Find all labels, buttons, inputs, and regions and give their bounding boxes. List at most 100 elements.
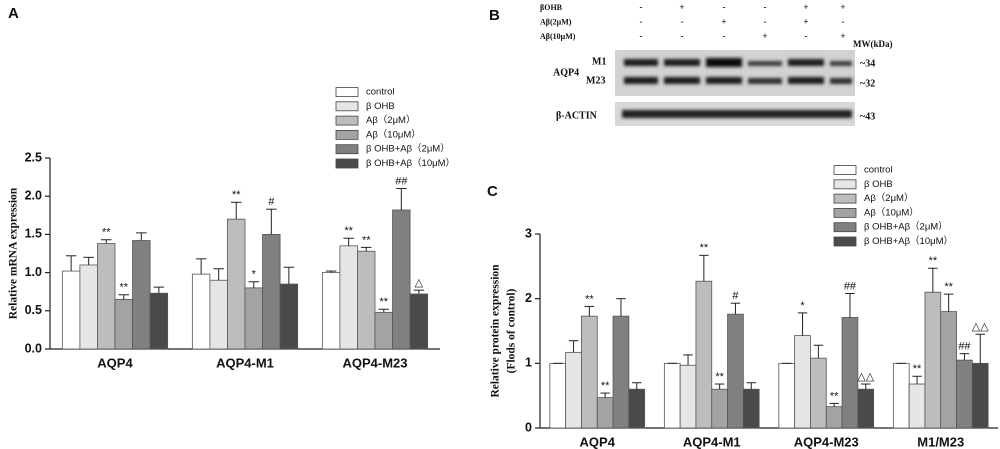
error-bar [360, 246, 372, 252]
bar [581, 315, 598, 429]
x-tick-label: AQP4-M23 [342, 355, 407, 370]
bar [663, 362, 681, 429]
error-bar [248, 281, 260, 288]
error-bar [153, 286, 165, 294]
error-bar [568, 340, 579, 353]
significance-label: ** [119, 282, 128, 294]
bar [339, 245, 358, 350]
error-bar [65, 255, 77, 272]
band [830, 61, 852, 66]
treatment-sign: - [723, 31, 726, 41]
legend-label: Aβ（2μM） [864, 192, 913, 204]
x-tick-label: AQP4-M1 [216, 355, 274, 370]
band [664, 77, 700, 84]
treatment-sign: + [721, 17, 726, 27]
legend-label: β OHB+Aβ（2μM） [864, 221, 948, 233]
legend-label: β OHB+Aβ（2μM） [366, 143, 450, 155]
significance-label: ** [700, 242, 709, 254]
bar [262, 233, 281, 350]
error-bar [959, 353, 970, 361]
bar [956, 359, 973, 429]
legend-swatch [833, 236, 857, 247]
error-bar [413, 289, 425, 294]
mw-value: ~34 [860, 58, 875, 69]
legend-label: Aβ（2μM） [366, 114, 415, 126]
error-bar [813, 344, 824, 359]
error-bar [266, 208, 277, 235]
panel-label: B [489, 7, 500, 24]
bar [244, 287, 263, 350]
band [624, 77, 658, 84]
protein-label: AQP4 [553, 67, 579, 78]
treatment-sign: + [762, 31, 767, 41]
bar [321, 272, 341, 350]
legend-label: β OHB [864, 179, 893, 190]
x-tick-label: AQP4-M1 [683, 434, 741, 449]
significance-label: ** [913, 363, 922, 375]
western-blot: B MW(kDa) AQP4 M1 M23 ~34 ~32 β-ACTIN ~4… [489, 7, 893, 126]
error-bar [195, 258, 207, 275]
band [624, 59, 658, 66]
significance-label: * [800, 300, 805, 312]
mw-label: MW(kDa) [853, 39, 893, 49]
y-tick-label: 0.5 [25, 303, 42, 317]
bar [61, 270, 81, 350]
legend-swatch [833, 207, 857, 218]
bar [227, 218, 246, 350]
y-tick-label: 2.0 [25, 188, 42, 202]
legend-swatch [335, 129, 359, 140]
error-bar [829, 402, 839, 407]
bar [191, 273, 211, 350]
significance-label: ## [395, 175, 408, 187]
bar [79, 264, 98, 350]
bar [132, 240, 151, 350]
significance-label: △ [415, 277, 424, 289]
y-tick-label: 0.0 [25, 341, 42, 355]
treatment-sign: + [803, 17, 808, 27]
significance-label: △△ [857, 371, 874, 383]
legend-label: β OHB+Aβ（10μM） [366, 157, 455, 169]
bar [711, 388, 728, 429]
error-bar [845, 292, 855, 318]
protein-label: β-ACTIN [556, 110, 598, 121]
y-axis-title: Relative mRNA expression [8, 187, 20, 319]
error-bar [861, 383, 871, 390]
legend-label: β OHB [366, 101, 395, 112]
significance-label: ** [601, 380, 610, 392]
band [664, 59, 700, 66]
error-bar [213, 268, 224, 281]
bar [149, 292, 169, 350]
band [788, 59, 824, 66]
band [748, 61, 782, 66]
bar [908, 383, 926, 429]
bar [97, 243, 116, 350]
treatment-sign: - [723, 2, 726, 12]
significance-label: ** [944, 281, 953, 293]
y-tick-label: 1.0 [25, 265, 42, 279]
error-bar [714, 383, 725, 390]
x-tick-label: AQP4 [580, 434, 616, 449]
bar [940, 311, 957, 429]
treatment-label: βOHB [540, 3, 563, 12]
legend-swatch [335, 115, 359, 126]
legend-label: Aβ（10μM） [864, 206, 919, 218]
bar [841, 317, 859, 429]
legend-label: β OHB+Aβ（10μM） [864, 235, 953, 247]
significance-label: ** [585, 293, 594, 305]
error-bar [118, 294, 130, 300]
error-bar [683, 354, 693, 366]
error-bar [632, 382, 642, 390]
treatment-sign: - [764, 17, 767, 27]
treatment-sign: - [640, 31, 643, 41]
panel-label: C [487, 183, 498, 200]
legend-swatch [335, 101, 359, 112]
legend-swatch [833, 165, 857, 175]
legend-swatch [833, 222, 857, 233]
y-tick-label: 1.5 [25, 227, 42, 241]
error-bar [616, 298, 626, 317]
y-axis-title: (Flods of control) [506, 288, 518, 373]
legend-swatch [335, 87, 359, 97]
bar [778, 362, 796, 429]
bar [392, 209, 411, 350]
